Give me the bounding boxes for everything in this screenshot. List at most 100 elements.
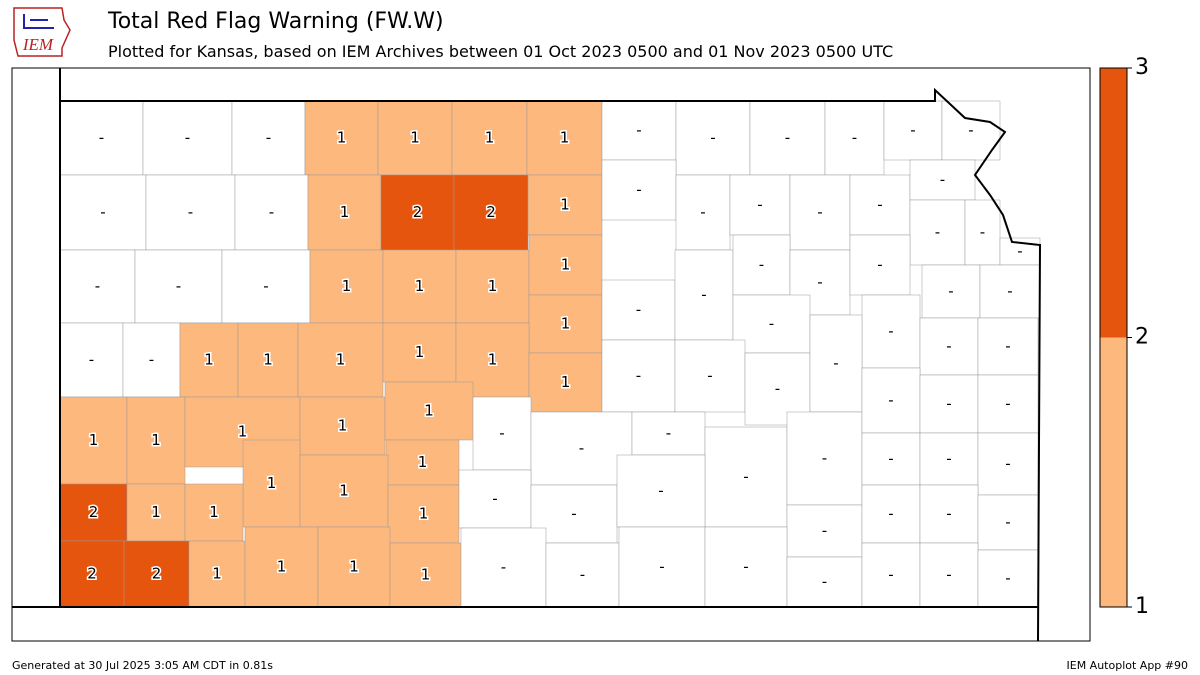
- county-label: -: [948, 282, 953, 300]
- county-label: -: [666, 424, 671, 442]
- county-label: -: [707, 367, 712, 385]
- county-label: -: [946, 566, 951, 584]
- county-label: -: [185, 129, 190, 147]
- county-label: -: [888, 505, 893, 523]
- county-label: 1: [421, 566, 431, 584]
- county: [861, 294, 921, 369]
- county: [526, 100, 603, 176]
- county-label: -: [636, 121, 641, 139]
- county: [472, 396, 532, 471]
- county: [919, 432, 979, 486]
- county-label: -: [1005, 569, 1010, 587]
- map-frame: [11, 67, 1091, 642]
- county: [674, 339, 746, 413]
- county: [184, 483, 244, 542]
- title: Total Red Flag Warning (FW.W): [107, 9, 444, 34]
- county: [977, 549, 1039, 608]
- county-label: 1: [561, 315, 571, 333]
- county-label: -: [263, 277, 268, 295]
- county: [849, 234, 911, 296]
- county: [729, 174, 791, 236]
- county: [601, 100, 677, 161]
- county: [234, 174, 309, 251]
- county: [145, 174, 236, 251]
- county-label: -: [940, 171, 945, 189]
- colorbar-label: 3: [1135, 55, 1149, 80]
- county: [675, 174, 731, 251]
- county-label: -: [89, 351, 94, 369]
- county-label: -: [946, 505, 951, 523]
- county-label: 2: [413, 203, 423, 221]
- county: [849, 174, 911, 236]
- county-label: -: [946, 337, 951, 355]
- county: [126, 483, 186, 542]
- map: - - - 1 1 1 1 - - - - - - - - - 1 2 2 1 - - - - - - - - - - - - 1 1 1 1 1 - - -…: [59, 100, 1041, 608]
- county-label: 1: [415, 277, 425, 295]
- logo-text: IEM: [22, 35, 54, 54]
- county-label: -: [580, 566, 585, 584]
- county-label: -: [968, 121, 973, 139]
- county-label: -: [888, 391, 893, 409]
- county: [299, 396, 386, 456]
- county-label: -: [852, 129, 857, 147]
- county-label: 1: [263, 351, 273, 369]
- county: [528, 294, 603, 354]
- county-label: -: [579, 439, 584, 457]
- county-label: 1: [419, 505, 429, 523]
- county: [786, 504, 863, 558]
- county: [601, 279, 676, 341]
- county-label: 1: [410, 129, 420, 147]
- county-label: 1: [561, 373, 571, 391]
- county: [304, 100, 379, 176]
- county-label: 1: [560, 129, 570, 147]
- county-label: -: [658, 482, 663, 500]
- county-label: 1: [338, 417, 348, 435]
- county-label: -: [743, 468, 748, 486]
- county: [59, 322, 124, 398]
- county-label: -: [700, 203, 705, 221]
- county-label: -: [710, 129, 715, 147]
- county: [307, 174, 382, 251]
- county-label: -: [701, 286, 706, 304]
- county: [460, 527, 547, 608]
- colorbar-segment: [1100, 68, 1127, 338]
- county-label: -: [636, 301, 641, 319]
- county-label: -: [888, 450, 893, 468]
- county: [921, 264, 981, 319]
- county-label: 1: [424, 402, 434, 420]
- county-label: -: [99, 129, 104, 147]
- county-label: 1: [238, 423, 248, 441]
- county-label: 1: [212, 565, 222, 583]
- county: [179, 322, 239, 398]
- county-label: -: [822, 522, 827, 540]
- county: [732, 294, 811, 354]
- county: [377, 100, 453, 176]
- colorbar-label: 1: [1135, 594, 1149, 619]
- county-label: -: [833, 354, 838, 372]
- colorbar-segment: [1100, 337, 1127, 607]
- county-label: 2: [87, 565, 97, 583]
- county: [732, 234, 791, 296]
- county: [244, 526, 319, 608]
- state-border: [12, 68, 1042, 642]
- county: [527, 174, 603, 236]
- county: [919, 374, 979, 434]
- county-label: -: [877, 196, 882, 214]
- county: [977, 374, 1039, 434]
- county-label: -: [743, 558, 748, 576]
- county: [909, 199, 966, 266]
- county: [458, 469, 532, 529]
- county: [977, 432, 1039, 496]
- county: [142, 100, 233, 176]
- county-label: 1: [340, 203, 350, 221]
- county-label: 1: [349, 558, 359, 576]
- county-label: 1: [151, 431, 161, 449]
- county-label: -: [888, 566, 893, 584]
- county: [528, 352, 603, 413]
- county-label: 1: [485, 129, 495, 147]
- county: [299, 454, 389, 528]
- county-label: 1: [336, 351, 346, 369]
- county: [601, 159, 677, 221]
- county: [919, 542, 979, 608]
